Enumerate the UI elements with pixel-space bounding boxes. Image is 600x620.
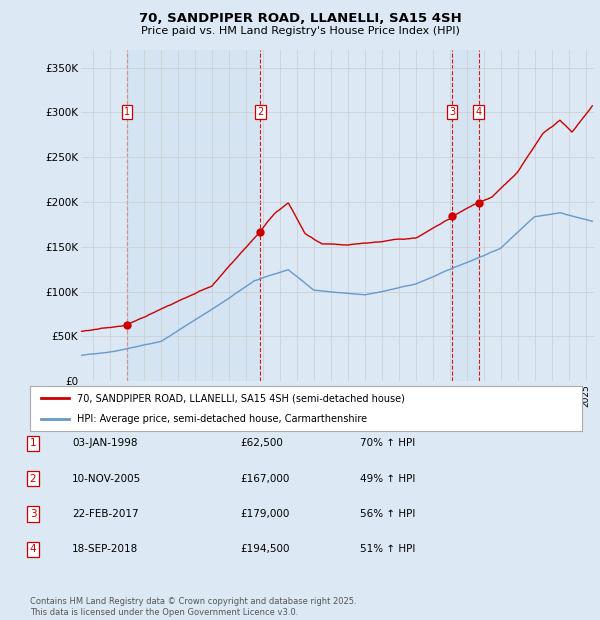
Text: 1: 1 (124, 107, 130, 117)
Text: 3: 3 (449, 107, 455, 117)
Text: HPI: Average price, semi-detached house, Carmarthenshire: HPI: Average price, semi-detached house,… (77, 414, 367, 424)
Text: 1: 1 (29, 438, 37, 448)
Text: 70, SANDPIPER ROAD, LLANELLI, SA15 4SH (semi-detached house): 70, SANDPIPER ROAD, LLANELLI, SA15 4SH (… (77, 393, 405, 404)
Text: Contains HM Land Registry data © Crown copyright and database right 2025.
This d: Contains HM Land Registry data © Crown c… (30, 598, 356, 617)
Bar (127, 50, 260, 381)
Text: Price paid vs. HM Land Registry's House Price Index (HPI): Price paid vs. HM Land Registry's House … (140, 26, 460, 36)
Text: 4: 4 (476, 107, 482, 117)
Bar (452, 50, 479, 381)
Text: £194,500: £194,500 (240, 544, 290, 554)
Text: 49% ↑ HPI: 49% ↑ HPI (360, 474, 415, 484)
Text: 70% ↑ HPI: 70% ↑ HPI (360, 438, 415, 448)
Text: 18-SEP-2018: 18-SEP-2018 (72, 544, 138, 554)
Text: £62,500: £62,500 (240, 438, 283, 448)
Text: 51% ↑ HPI: 51% ↑ HPI (360, 544, 415, 554)
Text: £167,000: £167,000 (240, 474, 289, 484)
Text: 03-JAN-1998: 03-JAN-1998 (72, 438, 137, 448)
Text: 70, SANDPIPER ROAD, LLANELLI, SA15 4SH: 70, SANDPIPER ROAD, LLANELLI, SA15 4SH (139, 12, 461, 25)
Text: 2: 2 (257, 107, 263, 117)
Text: 4: 4 (29, 544, 37, 554)
Text: 10-NOV-2005: 10-NOV-2005 (72, 474, 141, 484)
Text: 3: 3 (29, 509, 37, 519)
Text: 22-FEB-2017: 22-FEB-2017 (72, 509, 139, 519)
Text: 56% ↑ HPI: 56% ↑ HPI (360, 509, 415, 519)
Text: 2: 2 (29, 474, 37, 484)
Text: £179,000: £179,000 (240, 509, 289, 519)
